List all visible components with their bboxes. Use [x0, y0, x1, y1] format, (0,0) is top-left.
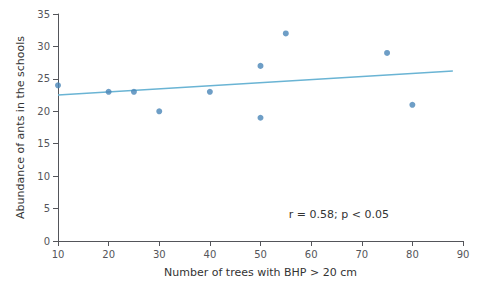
svg-text:10: 10: [52, 249, 65, 260]
svg-text:10: 10: [37, 171, 50, 182]
svg-text:25: 25: [37, 73, 50, 84]
svg-text:20: 20: [102, 249, 115, 260]
svg-text:20: 20: [37, 106, 50, 117]
svg-text:Abundance of ants in the schoo: Abundance of ants in the schools: [14, 36, 27, 219]
svg-text:0: 0: [44, 236, 50, 247]
svg-text:35: 35: [37, 9, 50, 20]
svg-text:30: 30: [37, 41, 50, 52]
svg-text:70: 70: [355, 249, 368, 260]
svg-text:30: 30: [153, 249, 166, 260]
svg-text:80: 80: [406, 249, 419, 260]
svg-text:60: 60: [305, 249, 318, 260]
svg-text:50: 50: [254, 249, 267, 260]
svg-text:Number of trees with BHP > 20: Number of trees with BHP > 20 cm: [164, 266, 357, 279]
svg-text:5: 5: [44, 203, 50, 214]
svg-text:15: 15: [37, 138, 50, 149]
svg-text:40: 40: [204, 249, 217, 260]
svg-text:r = 0.58; p < 0.05: r = 0.58; p < 0.05: [289, 208, 389, 221]
svg-text:90: 90: [457, 249, 470, 260]
